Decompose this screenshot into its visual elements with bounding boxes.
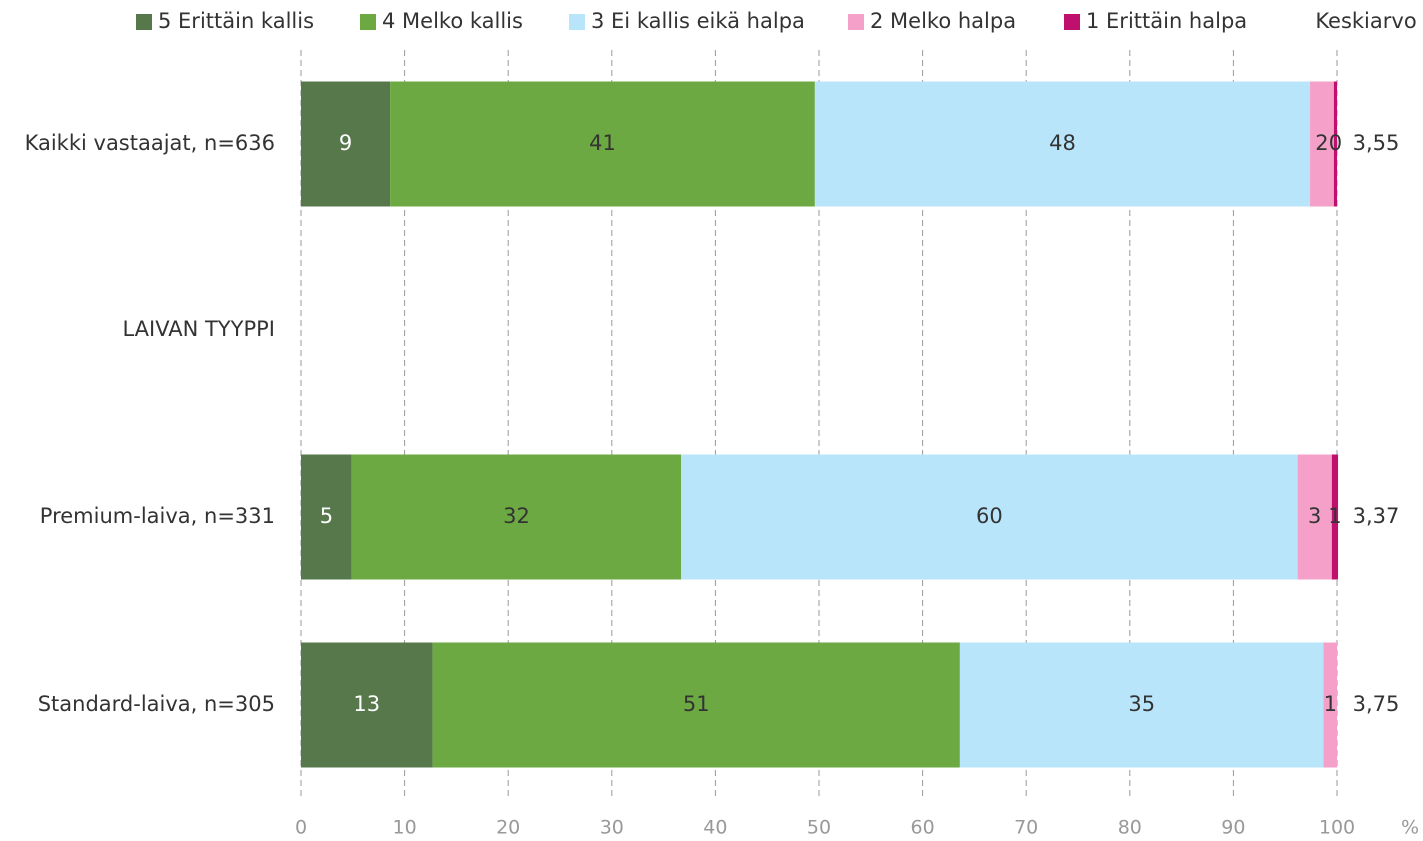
- legend-swatch: [136, 14, 152, 30]
- average-header: Keskiarvo: [1315, 9, 1416, 33]
- bar-segment: [1331, 454, 1339, 580]
- bar-segment: [959, 642, 1324, 768]
- legend-swatch: [1064, 14, 1080, 30]
- bar-segment: [814, 81, 1311, 207]
- bar-segment: [301, 81, 391, 207]
- x-tick-label: 40: [703, 817, 727, 839]
- value-label: 5: [320, 504, 333, 528]
- x-tick-label: 0: [295, 817, 307, 839]
- legend-swatch: [569, 14, 585, 30]
- value-label: 13: [353, 692, 380, 716]
- bar-segment: [1297, 454, 1332, 580]
- x-tick-label: 30: [600, 817, 624, 839]
- value-label: 41: [589, 131, 616, 155]
- x-tick-label: 60: [911, 817, 935, 839]
- average-label: 3,37: [1353, 504, 1400, 528]
- value-label: 32: [503, 504, 530, 528]
- x-tick-label: 10: [393, 817, 417, 839]
- value-label: 35: [1128, 692, 1155, 716]
- value-label: 1: [1328, 504, 1341, 528]
- legend-swatch: [360, 14, 376, 30]
- legend-swatch: [848, 14, 864, 30]
- legend-label: 3 Ei kallis eikä halpa: [591, 9, 805, 33]
- value-label: 51: [683, 692, 710, 716]
- bar-segment: [1323, 642, 1337, 768]
- x-tick-label: 70: [1014, 817, 1038, 839]
- x-unit: %: [1401, 817, 1419, 839]
- category-label: Kaikki vastaajat, n=636: [25, 131, 275, 155]
- bar-segment: [432, 642, 960, 768]
- value-label: 9: [339, 131, 352, 155]
- bar-segment: [390, 81, 815, 207]
- x-tick-label: 100: [1319, 817, 1355, 839]
- legend-label: 2 Melko halpa: [870, 9, 1016, 33]
- legend-label: 5 Erittäin kallis: [158, 9, 314, 33]
- bar-segment: [1333, 81, 1337, 207]
- average-label: 3,55: [1353, 131, 1400, 155]
- x-tick-label: 90: [1221, 817, 1245, 839]
- legend-label: 4 Melko kallis: [382, 9, 523, 33]
- bar-segment: [681, 454, 1298, 580]
- average-label: 3,75: [1353, 692, 1400, 716]
- value-label: 48: [1049, 131, 1076, 155]
- x-tick-label: 80: [1118, 817, 1142, 839]
- value-label: 0: [1329, 131, 1342, 155]
- value-label: 3: [1308, 504, 1321, 528]
- x-tick-label: 20: [496, 817, 520, 839]
- category-label: Standard-laiva, n=305: [38, 692, 275, 716]
- bar-segment: [301, 454, 352, 580]
- x-tick-label: 50: [807, 817, 831, 839]
- category-label: Premium-laiva, n=331: [40, 504, 275, 528]
- category-label: LAIVAN TYYPPI: [122, 317, 275, 341]
- value-label: 1: [1324, 692, 1337, 716]
- bar-segment: [1310, 81, 1334, 207]
- value-label: 60: [976, 504, 1003, 528]
- value-label: 2: [1315, 131, 1328, 155]
- bar-segment: [351, 454, 682, 580]
- legend-label: 1 Erittäin halpa: [1086, 9, 1247, 33]
- bar-segment: [301, 642, 433, 768]
